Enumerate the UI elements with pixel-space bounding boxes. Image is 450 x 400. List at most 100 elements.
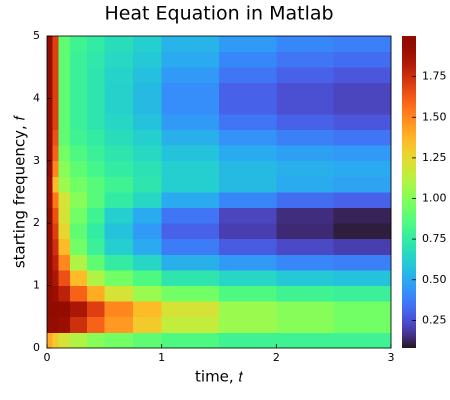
heat-cell: [133, 192, 163, 208]
x-tick-label: 1: [158, 351, 165, 364]
heat-cell: [104, 285, 134, 302]
heat-cell: [47, 223, 54, 240]
heat-cell: [133, 160, 163, 177]
heat-cell: [69, 238, 88, 255]
heat-cell: [58, 192, 71, 208]
y-tick-label: 4: [33, 91, 40, 104]
heat-cell: [58, 270, 71, 286]
heat-cell: [58, 36, 71, 52]
heat-cell: [52, 332, 59, 349]
heat-cell: [104, 36, 134, 52]
heat-cell: [47, 51, 54, 68]
heat-cell: [69, 51, 88, 68]
heat-cell: [161, 270, 220, 286]
colorbar-tick-label: 0.25: [422, 313, 447, 326]
heat-cell: [333, 160, 392, 177]
colorbar-tick-label: 1.75: [422, 70, 447, 83]
heat-cell: [104, 254, 134, 271]
heat-cell: [47, 332, 54, 349]
heat-cell: [58, 145, 71, 162]
heat-cell: [133, 129, 163, 146]
heat-cell: [133, 51, 163, 68]
heatmap: [47, 36, 392, 349]
heat-cell: [276, 223, 335, 240]
heat-cell: [87, 98, 105, 115]
heat-cell: [161, 332, 220, 349]
heat-cell: [219, 114, 277, 130]
heat-cell: [69, 332, 88, 349]
heat-cell: [333, 145, 392, 162]
heat-cell: [333, 207, 392, 224]
heat-cell: [333, 254, 392, 271]
heat-cell: [133, 270, 163, 286]
heat-cell: [47, 67, 54, 84]
heat-cell: [87, 301, 105, 318]
heat-cell: [133, 332, 163, 349]
heat-cell: [87, 332, 105, 349]
heat-cell: [161, 82, 220, 99]
heat-cell: [58, 67, 71, 84]
heat-cell: [133, 254, 163, 271]
heat-cell: [104, 192, 134, 208]
heat-cell: [276, 82, 335, 99]
heat-cell: [276, 316, 335, 333]
heat-cell: [47, 270, 54, 286]
heat-cell: [276, 160, 335, 177]
heat-cell: [133, 67, 163, 84]
heat-cell: [161, 301, 220, 318]
heat-cell: [47, 207, 54, 224]
heat-cell: [333, 332, 392, 349]
heat-cell: [47, 36, 54, 52]
heat-cell: [333, 316, 392, 333]
heat-cell: [69, 285, 88, 302]
heat-cell: [276, 301, 335, 318]
heat-cell: [47, 238, 54, 255]
heat-cell: [52, 98, 59, 115]
y-axis-label: starting frequency, 𝑓: [11, 115, 29, 269]
heat-cell: [333, 51, 392, 68]
heat-cell: [104, 98, 134, 115]
heat-cell: [52, 82, 59, 99]
heat-cell: [333, 192, 392, 208]
heat-cell: [47, 82, 54, 99]
heat-cell: [104, 316, 134, 333]
heat-cell: [161, 254, 220, 271]
heat-cell: [219, 192, 277, 208]
heat-cell: [58, 316, 71, 333]
heat-cell: [87, 192, 105, 208]
y-tick-label: 1: [33, 279, 40, 292]
x-tick-label: 2: [273, 351, 280, 364]
heat-cell: [333, 238, 392, 255]
heat-cell: [58, 223, 71, 240]
heat-cell: [104, 223, 134, 240]
heat-cell: [47, 114, 54, 130]
heat-cell: [219, 254, 277, 271]
heat-cell: [52, 254, 59, 271]
heat-cell: [333, 129, 392, 146]
heat-cell: [219, 82, 277, 99]
heat-cell: [219, 316, 277, 333]
heat-cell: [333, 114, 392, 130]
heat-cell: [219, 238, 277, 255]
heat-cell: [58, 160, 71, 177]
colorbar-tick-label: 1.25: [422, 151, 447, 164]
heat-cell: [52, 285, 59, 302]
heat-cell: [104, 207, 134, 224]
heat-cell: [219, 301, 277, 318]
heat-cell: [133, 36, 163, 52]
heat-cell: [333, 270, 392, 286]
heat-cell: [58, 82, 71, 99]
heat-cell: [69, 176, 88, 193]
colorbar-tick-label: 0.50: [422, 273, 447, 286]
heat-cell: [87, 51, 105, 68]
heat-cell: [219, 129, 277, 146]
heat-cell: [58, 98, 71, 115]
heat-cell: [69, 223, 88, 240]
heat-cell: [69, 316, 88, 333]
heat-cell: [47, 192, 54, 208]
heat-cell: [133, 145, 163, 162]
heat-cell: [47, 254, 54, 271]
heat-cell: [104, 82, 134, 99]
heat-cell: [47, 160, 54, 177]
heat-cell: [219, 51, 277, 68]
